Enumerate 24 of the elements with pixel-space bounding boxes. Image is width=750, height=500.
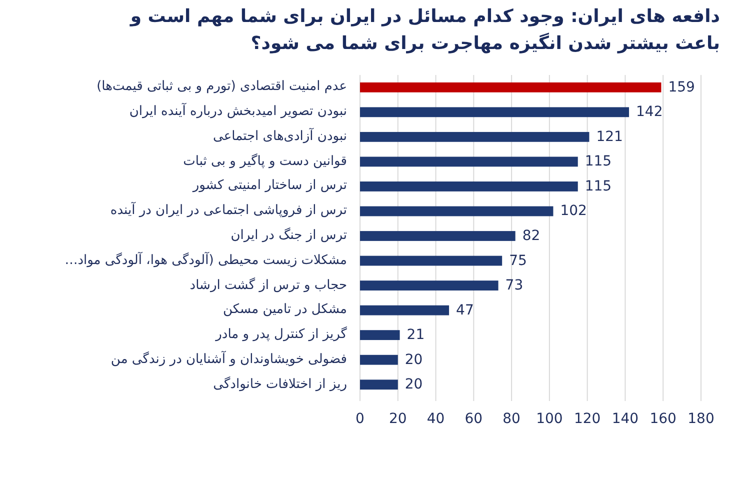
data-label: 121: [596, 128, 623, 145]
x-tick-label: 100: [536, 411, 563, 427]
data-label: 73: [505, 278, 524, 294]
data-label: 47: [456, 302, 474, 318]
data-label: 82: [522, 228, 540, 244]
x-tick-label: 120: [574, 411, 601, 427]
data-label: 75: [509, 252, 527, 269]
data-label: 102: [560, 203, 587, 220]
title: دافعه های ایران: وجود کدام مسائل در ایران برای شما مهم است و باعث بیشتر شدن انگیزه مهاجرت برای شما می شود؟: [128, 5, 720, 56]
data-label: 142: [636, 104, 663, 120]
x-tick-label: 80: [502, 411, 520, 427]
data-label: 20: [404, 376, 423, 393]
data-label: 115: [584, 178, 612, 194]
data-label: 20: [404, 352, 423, 368]
x-tick-label: 160: [650, 411, 676, 427]
data-label: 21: [406, 327, 425, 344]
data-label: 115: [584, 154, 612, 170]
x-tick-label: 180: [688, 411, 714, 427]
x-tick-label: 140: [612, 411, 639, 427]
x-tick-label: 60: [464, 411, 483, 427]
x-tick-label: 40: [426, 411, 445, 427]
data-label: 159: [668, 79, 695, 96]
x-tick-label: 20: [388, 411, 407, 427]
x-tick-label: 0: [356, 411, 364, 427]
